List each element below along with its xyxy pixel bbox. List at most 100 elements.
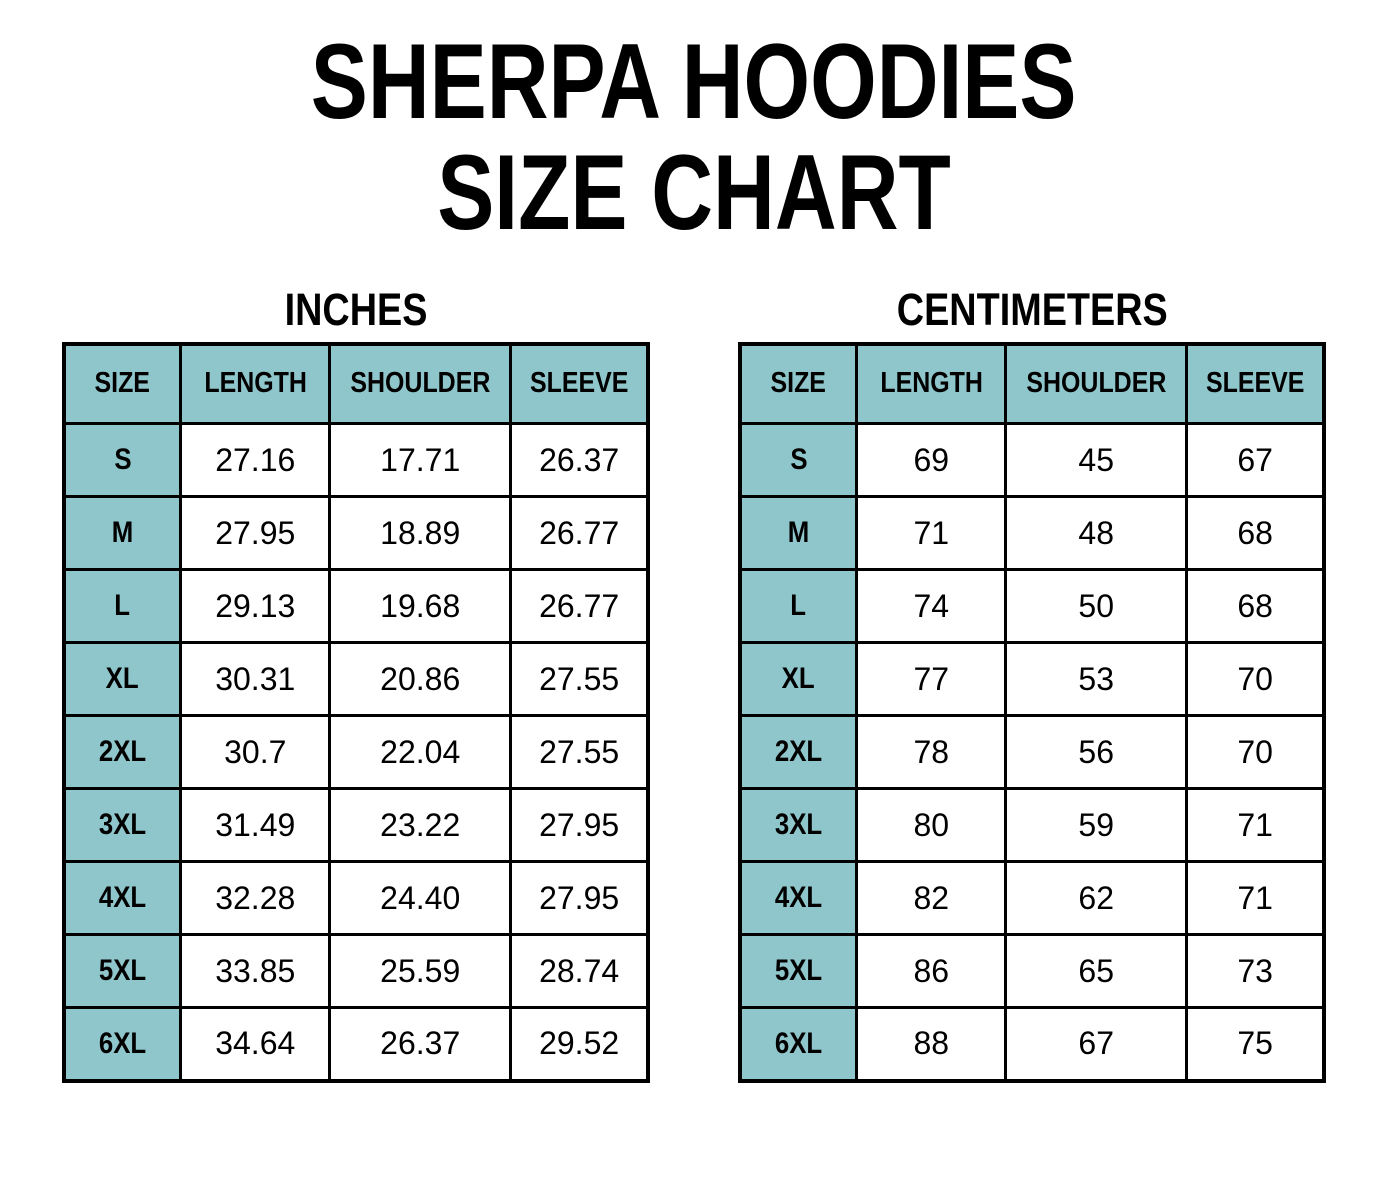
header-row: SIZE LENGTH SHOULDER SLEEVE — [738, 342, 1326, 426]
measurement-value: 29.13 — [179, 568, 332, 645]
table-row: 4XL 32.28 24.40 27.95 — [62, 860, 650, 937]
measurement-value: 88 — [855, 1006, 1008, 1083]
column-header-sleeve: SLEEVE — [509, 342, 650, 426]
size-label: 6XL — [62, 1006, 183, 1083]
measurement-value: 26.37 — [328, 1006, 513, 1083]
measurement-value: 65 — [1004, 933, 1189, 1010]
measurement-value: 45 — [1004, 422, 1189, 499]
size-label: 5XL — [738, 933, 859, 1010]
tables-container: INCHES SIZE LENGTH SHOULDER SLEEVE S 27.16 17… — [0, 287, 1388, 1083]
table-row: 6XL 88 67 75 — [738, 1006, 1326, 1083]
column-header-text: LENGTH — [203, 367, 307, 400]
measurement-value: 82 — [855, 860, 1008, 937]
column-header-length: LENGTH — [179, 342, 332, 426]
measurement-value: 68 — [1185, 568, 1326, 645]
size-label: XL — [738, 641, 859, 718]
measurement-value: 53 — [1004, 641, 1189, 718]
measurement-value: 86 — [855, 933, 1008, 1010]
measurement-value: 25.59 — [328, 933, 513, 1010]
size-label-text: 2XL — [774, 735, 823, 769]
measurement-value: 29.52 — [509, 1006, 650, 1083]
page-title-line-2-text: SIZE CHART — [437, 132, 951, 253]
size-label: L — [62, 568, 183, 645]
size-label: 2XL — [738, 714, 859, 791]
measurement-value: 24.40 — [328, 860, 513, 937]
size-label-text: 6XL — [98, 1026, 147, 1060]
measurement-value: 56 — [1004, 714, 1189, 791]
column-header-text: SIZE — [94, 367, 151, 400]
measurement-value: 28.74 — [509, 933, 650, 1010]
size-label: L — [738, 568, 859, 645]
measurement-value: 22.04 — [328, 714, 513, 791]
centimeters-table-section: CENTIMETERS SIZE LENGTH SHOULDER SLEEVE S 69… — [738, 287, 1326, 1083]
table-row: M 71 48 68 — [738, 495, 1326, 572]
measurement-value: 30.31 — [179, 641, 332, 718]
column-header-text: SHOULDER — [350, 367, 491, 400]
measurement-value: 27.55 — [509, 641, 650, 718]
measurement-value: 75 — [1185, 1006, 1326, 1083]
column-header-text: SIZE — [770, 367, 827, 400]
page-title-line-1: SHERPA HOODIES — [0, 25, 1388, 137]
table-row: 5XL 86 65 73 — [738, 933, 1326, 1010]
measurement-value: 27.95 — [509, 787, 650, 864]
size-label-text: S — [790, 443, 808, 477]
column-header-sleeve: SLEEVE — [1185, 342, 1326, 426]
measurement-value: 71 — [1185, 787, 1326, 864]
measurement-value: 31.49 — [179, 787, 332, 864]
measurement-value: 26.77 — [509, 495, 650, 572]
measurement-value: 74 — [855, 568, 1008, 645]
measurement-value: 80 — [855, 787, 1008, 864]
measurement-value: 68 — [1185, 495, 1326, 572]
measurement-value: 32.28 — [179, 860, 332, 937]
size-label-text: S — [114, 443, 132, 477]
size-label: M — [738, 495, 859, 572]
size-label: 3XL — [738, 787, 859, 864]
table-row: 3XL 80 59 71 — [738, 787, 1326, 864]
table-row: XL 77 53 70 — [738, 641, 1326, 718]
header-row: SIZE LENGTH SHOULDER SLEEVE — [62, 342, 650, 426]
inches-size-table: SIZE LENGTH SHOULDER SLEEVE S 27.16 17.71 26.3… — [62, 341, 650, 1083]
inches-heading-text: INCHES — [284, 283, 428, 335]
measurement-value: 67 — [1004, 1006, 1189, 1083]
table-row: 3XL 31.49 23.22 27.95 — [62, 787, 650, 864]
column-header-text: LENGTH — [879, 367, 983, 400]
column-header-text: SHOULDER — [1026, 367, 1167, 400]
measurement-value: 33.85 — [179, 933, 332, 1010]
size-label-text: 4XL — [774, 881, 823, 915]
size-label-text: M — [111, 516, 134, 550]
measurement-value: 71 — [1185, 860, 1326, 937]
table-row: 6XL 34.64 26.37 29.52 — [62, 1006, 650, 1083]
page-title-line-2: SIZE CHART — [0, 132, 1388, 253]
size-label-text: 3XL — [98, 808, 147, 842]
measurement-value: 27.55 — [509, 714, 650, 791]
column-header-length: LENGTH — [855, 342, 1008, 426]
size-label: S — [738, 422, 859, 499]
size-label-text: 6XL — [774, 1026, 823, 1060]
page-title: SHERPA HOODIES SIZE CHART — [0, 0, 1388, 249]
table-row: XL 30.31 20.86 27.55 — [62, 641, 650, 718]
size-label-text: 5XL — [774, 954, 823, 988]
column-header-shoulder: SHOULDER — [328, 342, 513, 426]
table-row: L 74 50 68 — [738, 568, 1326, 645]
measurement-value: 27.95 — [509, 860, 650, 937]
column-header-shoulder: SHOULDER — [1004, 342, 1189, 426]
measurement-value: 69 — [855, 422, 1008, 499]
size-label: 5XL — [62, 933, 183, 1010]
size-label-text: M — [787, 516, 810, 550]
size-label: 2XL — [62, 714, 183, 791]
size-label-text: L — [114, 589, 131, 623]
size-label-text: 2XL — [98, 735, 147, 769]
measurement-value: 67 — [1185, 422, 1326, 499]
centimeters-heading-text: CENTIMETERS — [896, 283, 1168, 335]
centimeters-size-table: SIZE LENGTH SHOULDER SLEEVE S 69 45 67 M 71 48 68 L… — [738, 341, 1326, 1083]
measurement-value: 27.95 — [179, 495, 332, 572]
measurement-value: 19.68 — [328, 568, 513, 645]
measurement-value: 50 — [1004, 568, 1189, 645]
size-label-text: 5XL — [98, 954, 147, 988]
column-header-text: SLEEVE — [529, 367, 629, 400]
measurement-value: 20.86 — [328, 641, 513, 718]
measurement-value: 26.77 — [509, 568, 650, 645]
table-row: S 27.16 17.71 26.37 — [62, 422, 650, 499]
table-row: 2XL 78 56 70 — [738, 714, 1326, 791]
